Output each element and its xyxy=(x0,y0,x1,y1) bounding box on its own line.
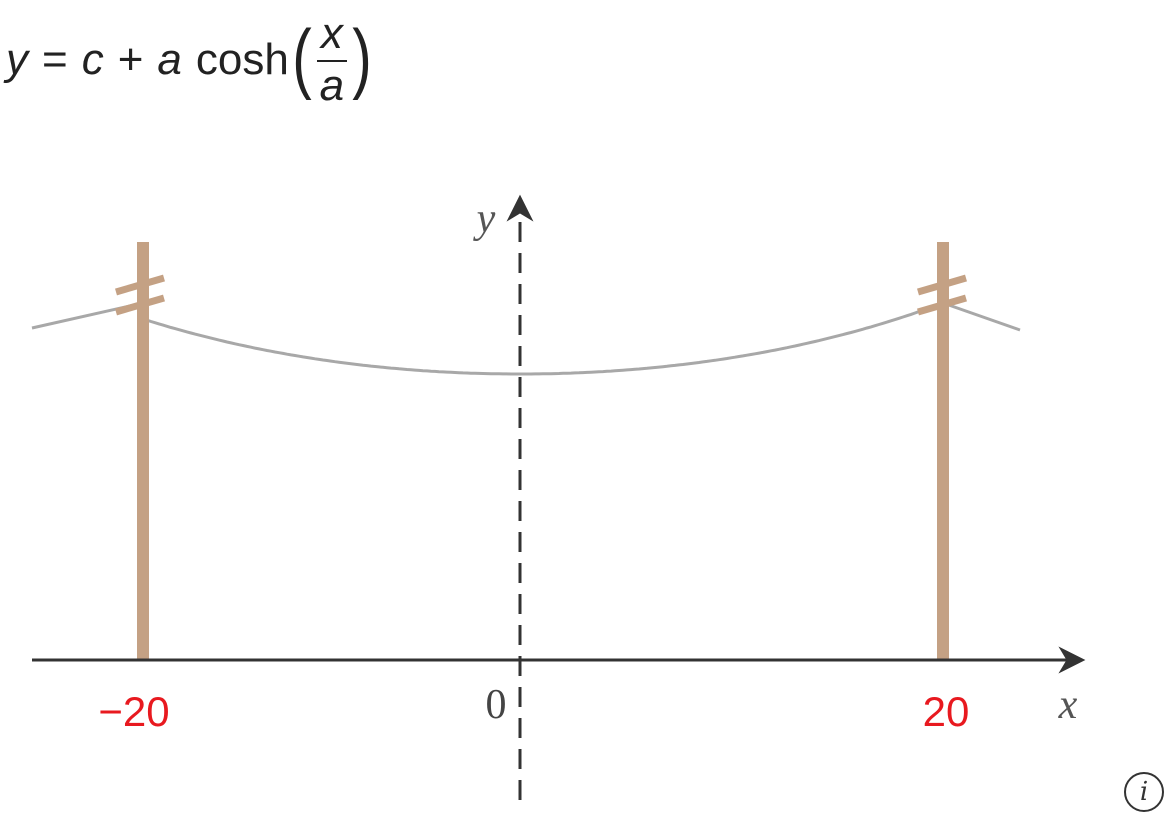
fraction-denominator: a xyxy=(319,61,345,110)
right-pole-crossarm-lower xyxy=(917,294,967,316)
cable-right-extension xyxy=(942,301,1021,332)
left-pole-shaft xyxy=(137,242,149,661)
catenary-equation: y = c + a cosh ( x a ) xyxy=(6,10,375,110)
left-paren: ( xyxy=(292,13,312,101)
origin-label: 0 xyxy=(486,682,507,728)
x-axis-label: x xyxy=(1058,682,1078,728)
info-icon[interactable]: i xyxy=(1124,772,1164,812)
left-pole xyxy=(115,242,165,661)
cable-curve xyxy=(142,301,944,376)
equation-plus: + xyxy=(117,35,144,84)
y-axis-label: y xyxy=(473,196,496,242)
equation-cosh: cosh xyxy=(195,35,289,84)
equation-y: y xyxy=(6,35,28,84)
right-pole xyxy=(917,242,967,661)
right-pole-crossarm-upper xyxy=(917,274,967,296)
right-pole-shaft xyxy=(937,242,949,661)
tick-label-positive-20: 20 xyxy=(923,688,970,735)
equation-equals: = xyxy=(42,35,68,84)
equation-fraction: x a xyxy=(316,12,347,110)
right-paren: ) xyxy=(352,13,372,101)
fraction-numerator: x xyxy=(316,12,347,62)
tick-label-negative-20: −20 xyxy=(98,688,169,735)
left-pole-crossarm-upper xyxy=(115,274,165,296)
equation-c: c xyxy=(81,35,104,84)
left-pole-crossarm-lower xyxy=(115,294,165,316)
equation-a: a xyxy=(157,35,182,84)
